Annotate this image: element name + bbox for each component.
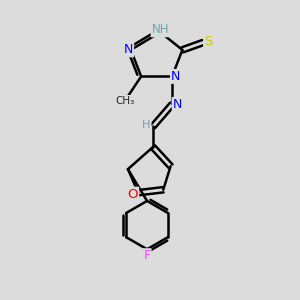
Text: F: F bbox=[143, 249, 151, 262]
Text: N: N bbox=[124, 44, 133, 56]
Text: NH: NH bbox=[152, 23, 169, 36]
Text: H: H bbox=[142, 120, 151, 130]
Text: N: N bbox=[171, 70, 180, 83]
Text: O: O bbox=[128, 188, 138, 201]
Text: CH₃: CH₃ bbox=[115, 96, 135, 106]
Text: N: N bbox=[173, 98, 182, 111]
Text: S: S bbox=[204, 34, 212, 48]
